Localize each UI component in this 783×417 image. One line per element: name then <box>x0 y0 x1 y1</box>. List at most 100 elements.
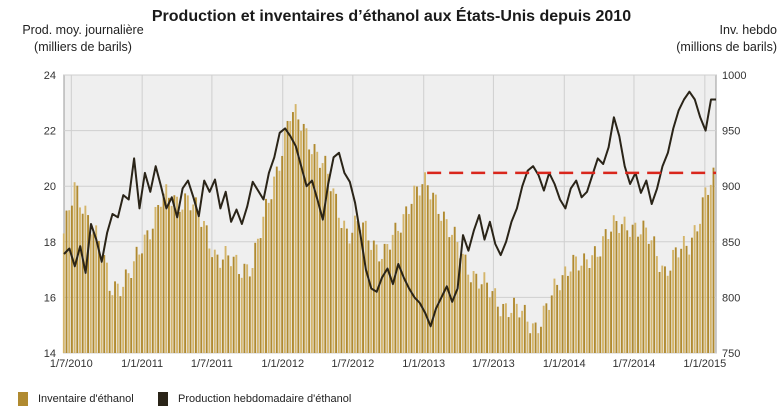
x-tick-label: 1/7/2011 <box>191 358 233 370</box>
inventory-bar <box>707 194 710 353</box>
x-tick-label: 1/7/2010 <box>50 358 93 370</box>
inventory-bar <box>677 257 680 353</box>
inventory-bar <box>213 249 216 353</box>
inventory-bar <box>637 236 639 353</box>
inventory-bar <box>192 204 195 353</box>
inventory-bar <box>84 205 87 353</box>
inventory-bar <box>696 231 699 353</box>
inventory-bar <box>251 268 254 353</box>
inventory-bar <box>499 316 502 353</box>
inventory-bar <box>262 216 265 353</box>
inventory-bar <box>607 239 610 353</box>
inventory-bar <box>119 296 122 353</box>
inventory-bar <box>138 254 141 353</box>
x-tick-label: 1/1/2011 <box>121 358 163 370</box>
inventory-bar <box>712 167 715 353</box>
right-axis-title-line1: Inv. hebdo <box>719 23 777 37</box>
inventory-bar <box>240 277 243 353</box>
inventory-bar <box>623 216 626 353</box>
left-tick-label: 16 <box>44 292 56 304</box>
inventory-bar <box>518 317 521 353</box>
inventory-bar <box>464 254 467 353</box>
inventory-bar <box>186 195 189 353</box>
inventory-bar <box>221 259 224 353</box>
inventory-bar <box>556 284 559 353</box>
inventory-bar <box>426 185 429 353</box>
legend-item-production: Production hebdomadaire d'éthanol <box>158 392 351 406</box>
inventory-bar <box>103 255 106 353</box>
inventory-bar <box>478 288 480 353</box>
inventory-bar <box>558 290 561 353</box>
inventory-bar <box>407 213 410 353</box>
inventory-bar <box>615 220 618 353</box>
inventory-bar <box>300 130 302 353</box>
inventory-bar <box>475 273 478 353</box>
inventory-bar <box>510 312 513 353</box>
inventory-bar <box>580 265 583 353</box>
inventory-bar <box>354 215 356 353</box>
x-axis-ticks: 1/7/2010 1/1/2011 1/7/2011 1/1/2012 1/7/2012… <box>50 358 726 370</box>
inventory-bar <box>95 225 98 353</box>
inventory-bar <box>602 236 604 353</box>
inventory-bar <box>372 240 375 353</box>
inventory-bar <box>116 283 119 353</box>
inventory-bar <box>292 112 294 353</box>
right-tick-label: 800 <box>722 292 740 304</box>
inventory-bar <box>151 228 154 353</box>
inventory-bar <box>106 262 108 353</box>
inventory-bar <box>399 232 402 353</box>
inventory-bar <box>200 226 203 353</box>
inventory-bar <box>704 187 707 353</box>
x-tick-label: 1/1/2013 <box>402 358 445 370</box>
inventory-bar <box>467 274 470 353</box>
inventory-bar <box>494 288 497 353</box>
inventory-bar <box>405 206 408 353</box>
inventory-bar <box>655 256 658 353</box>
inventory-bar <box>394 222 397 353</box>
inventory-bar <box>534 322 537 353</box>
inventory-bar <box>604 229 607 353</box>
left-axis-title-line1: Prod. moy. journalière <box>22 23 144 37</box>
inventory-bar <box>666 275 669 353</box>
inventory-bar <box>453 226 456 353</box>
inventory-bar <box>348 243 351 353</box>
legend-swatch-production <box>158 392 168 406</box>
inventory-bar <box>596 256 599 353</box>
production-line <box>63 90 716 328</box>
right-tick-label: 850 <box>722 237 740 249</box>
inventory-bar <box>537 333 540 353</box>
inventory-bar <box>238 274 240 353</box>
inventory-bar <box>246 264 249 353</box>
inventory-bar <box>68 210 71 353</box>
inventory-bar <box>639 234 642 353</box>
inventory-bar <box>340 228 343 353</box>
inventory-bar <box>329 191 332 353</box>
inventory-bar <box>416 186 418 353</box>
inventory-bar <box>413 185 416 353</box>
inventory-bar <box>189 210 192 353</box>
inventory-bar <box>418 195 421 353</box>
inventory-bar <box>526 321 529 353</box>
left-axis-ticks: 14 16 18 20 22 24 <box>44 70 56 360</box>
inventory-bar <box>375 244 378 353</box>
inventory-bar <box>335 193 338 353</box>
inventory-bar <box>642 220 645 353</box>
inventory-bar <box>566 275 569 353</box>
inventory-bar <box>359 229 362 353</box>
inventory-bar <box>513 297 515 353</box>
inventory-bar <box>205 225 208 353</box>
inventory-bar <box>496 306 499 353</box>
inventory-bar <box>531 323 534 353</box>
left-tick-label: 20 <box>44 181 56 193</box>
inventory-bar <box>561 275 564 353</box>
inventory-bar <box>318 167 321 353</box>
inventory-bar <box>162 193 165 353</box>
inventory-bar <box>165 184 168 353</box>
inventory-bar <box>308 149 311 353</box>
inventory-bar <box>297 119 300 353</box>
inventory-bar <box>540 326 542 353</box>
inventory-bar <box>154 206 157 353</box>
inventory-bars <box>62 104 715 354</box>
inventory-bar <box>610 231 613 353</box>
